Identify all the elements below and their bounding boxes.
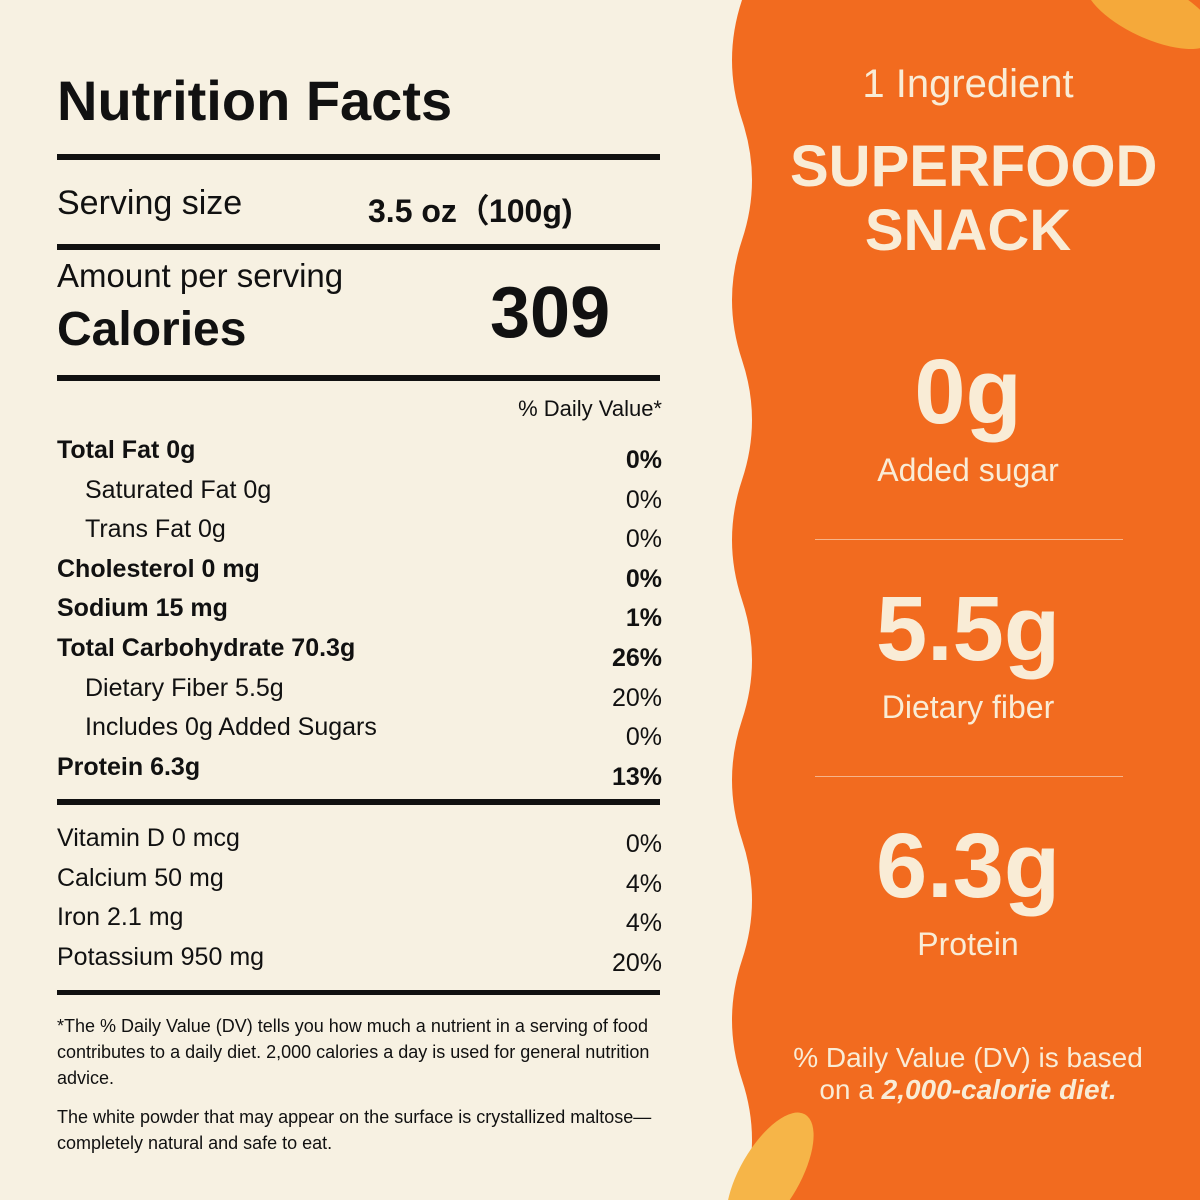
nutrient-name: Includes 0g Added Sugars [85,713,377,742]
nutrient-name: Saturated Fat 0g [85,475,272,504]
divider [815,539,1123,540]
nutrient-dv: 26% [611,644,662,672]
nutrient-dv: 1% [625,604,662,633]
nutrient-name: Cholesterol 0 mg [57,554,260,583]
ingredient: 1 Ingredient [862,62,1074,106]
stat-label: Protein [917,926,1019,962]
stat-value: 5.5g [875,578,1061,680]
rule [57,154,660,160]
nutrient-name: Protein 6.3g [57,752,201,781]
serving-size-value: 3.5 oz（100g) [368,193,573,229]
title: Nutrition Facts [57,69,453,132]
stat-value: 6.3g [875,815,1061,917]
vitamin-name: Potassium 950 mg [57,942,265,971]
vitamin-name: Iron 2.1 mg [57,903,184,932]
rule [57,244,660,250]
vitamin-dv: 0% [625,830,662,858]
rule [57,375,660,381]
note: The white powder that may appear on the … [57,1107,652,1153]
nutrient-dv: 0% [625,485,662,514]
dv-note: % Daily Value (DV) is based on a 2,000-c… [790,1042,1146,1106]
vitamin-dv: 4% [625,909,662,938]
vitamin-name: Calcium 50 mg [57,863,224,892]
amount-per-serving: Amount per serving [57,257,344,294]
dv-header: % Daily Value* [518,396,662,421]
rule [57,990,660,995]
nutrient-dv: 0% [625,525,662,554]
calories: 309 [490,273,611,353]
vitamin-name: Vitamin D 0 mcg [57,824,240,852]
stat-value: 0g [914,341,1022,443]
nutrient-name: Trans Fat 0g [85,515,226,544]
nutrient-dv: 0% [625,723,662,752]
stat-label: Added sugar [877,452,1059,488]
nutrient-dv: 13% [611,762,662,791]
stat-label: Dietary fiber [881,689,1055,725]
calories-label: Calories [57,303,247,356]
rule [57,799,660,805]
footnote: *The % Daily Value (DV) tells you how mu… [57,1016,650,1088]
dv-note-emphasis: 2,000-calorie diet. [881,1074,1117,1105]
dv-note-text: % Daily Value (DV) is based on a [793,1042,1143,1105]
nutrient-name: Total Fat 0g [57,436,196,464]
nutrient-dv: 0% [625,564,662,593]
serving-size-label: Serving size [57,184,243,222]
nutrient-name: Sodium 15 mg [57,594,228,623]
vitamin-dv: 20% [611,948,662,977]
nutrient-dv: 0% [625,446,662,474]
headline: SUPERFOOD SNACK [790,134,1158,263]
divider [815,776,1123,777]
vitamin-dv: 4% [625,869,662,898]
nutrient-name: Dietary Fiber 5.5g [85,673,284,702]
nutrient-name: Total Carbohydrate 70.3g [57,634,356,662]
nutrient-dv: 20% [611,683,662,712]
